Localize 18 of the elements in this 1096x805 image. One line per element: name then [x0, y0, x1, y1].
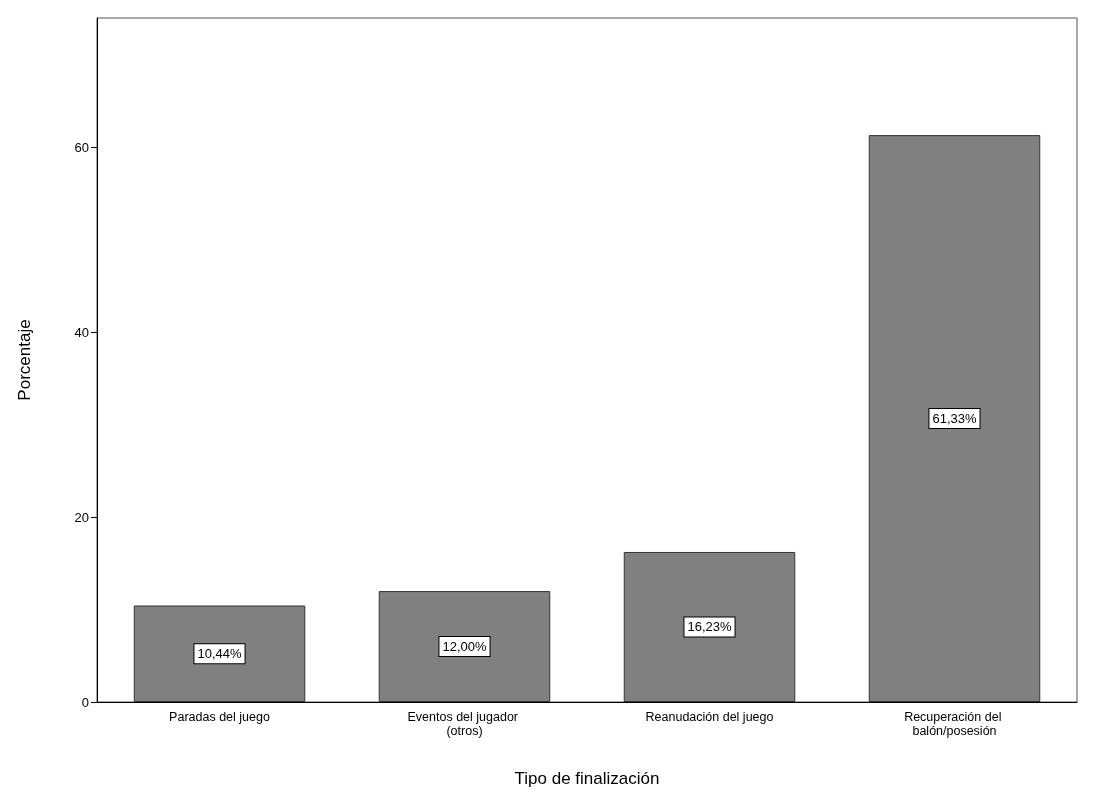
y-tick-label: 20 — [74, 509, 89, 525]
x-tick-label: Recuperación del balón/posesión — [904, 710, 1005, 738]
x-tick-label: Paradas del juego — [169, 710, 270, 724]
bar — [623, 551, 796, 702]
bar — [868, 135, 1041, 702]
data-label: 12,00% — [442, 639, 487, 655]
y-tick-label: 0 — [81, 694, 89, 710]
data-label: 61,33% — [932, 411, 977, 427]
y-axis-title: Porcentaje — [15, 319, 34, 401]
y-tick-label: 60 — [74, 139, 89, 155]
bar — [133, 605, 306, 702]
x-tick-label: Reanudación del juego — [645, 710, 774, 724]
y-tick-label: 40 — [74, 324, 89, 340]
data-label: 16,23% — [687, 619, 732, 635]
x-axis-title: Tipo de finalización — [514, 769, 660, 788]
data-label: 10,44% — [197, 646, 242, 662]
x-tick-label: Eventos del jugador (otros) — [407, 710, 522, 738]
bar — [378, 591, 551, 702]
